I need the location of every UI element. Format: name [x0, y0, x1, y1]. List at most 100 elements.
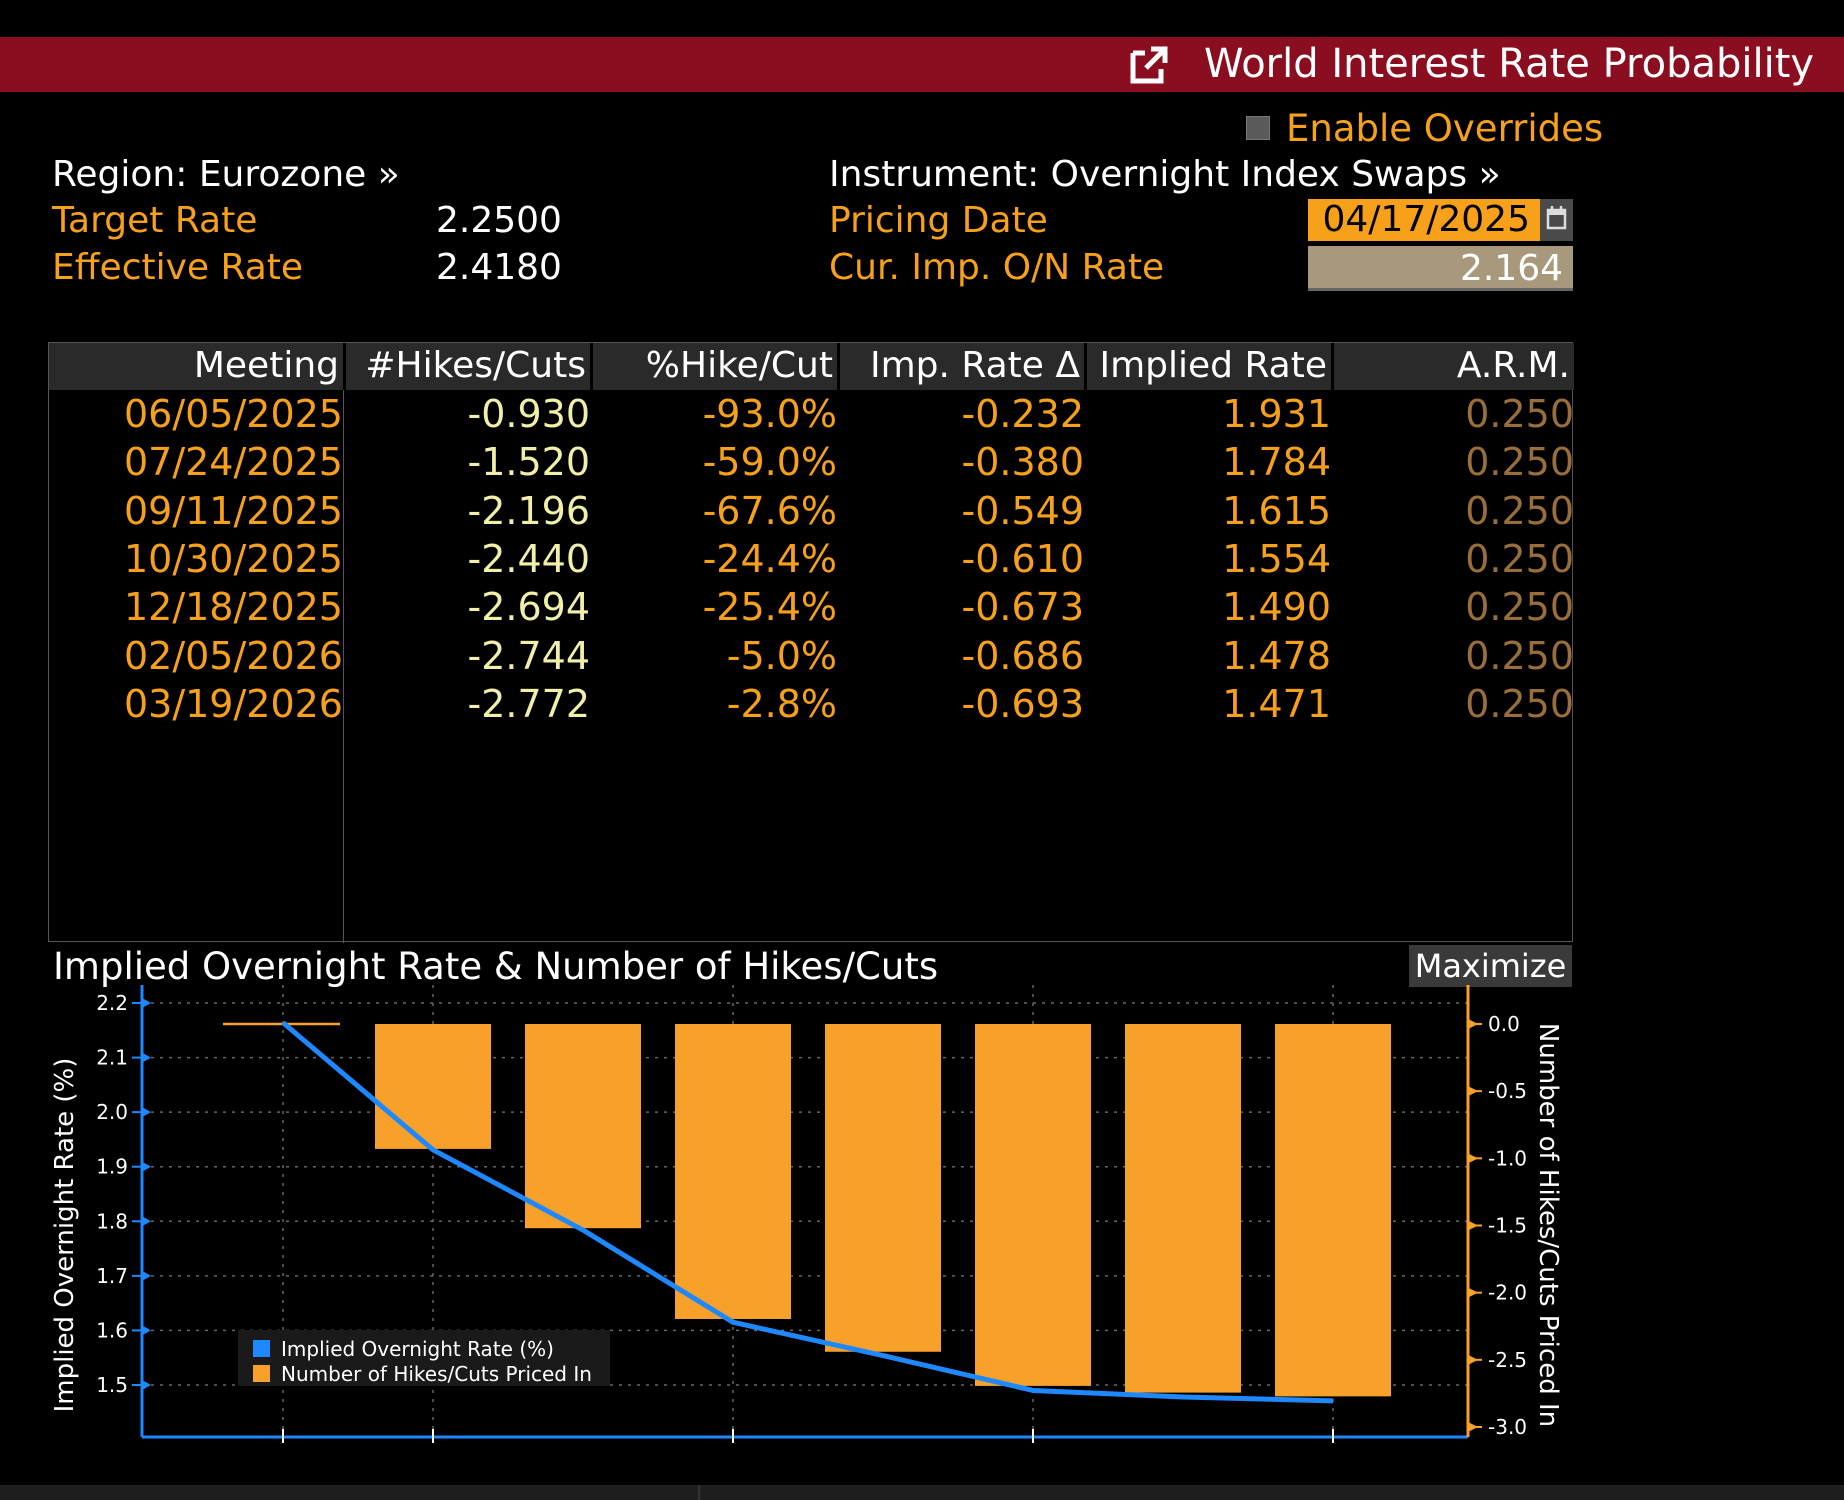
pct-hike-cut-value: -67.6% — [702, 488, 837, 533]
cur-imp-rate-value: 2.164 — [1308, 246, 1573, 291]
chart-title: Implied Overnight Rate & Number of Hikes… — [53, 945, 939, 988]
effective-rate-value: 2.4180 — [436, 247, 562, 288]
cur-imp-rate-label: Cur. Imp. O/N Rate — [829, 247, 1165, 288]
pct-hike-cut-value: -25.4% — [702, 585, 837, 630]
arm-value: 0.250 — [1465, 440, 1574, 485]
table-row[interactable]: 02/05/2026 -2.744 -5.0% -0.686 1.478 0.250 — [49, 632, 1574, 680]
window-title: World Interest Rate Probability — [1204, 41, 1815, 87]
hikes-cuts-value: -2.772 — [467, 681, 591, 726]
imp-rate-delta-value: -0.673 — [961, 585, 1085, 630]
implied-rate-value: 1.490 — [1222, 585, 1331, 630]
implied-rate-value: 1.784 — [1222, 440, 1331, 485]
implied-rate-value: 1.471 — [1222, 681, 1331, 726]
table-row[interactable]: 10/30/2025 -2.440 -24.4% -0.610 1.554 0.250 — [49, 535, 1574, 583]
hikes-cuts-value: -0.930 — [467, 392, 591, 436]
meeting-date: 07/24/2025 — [123, 440, 343, 485]
pct-hike-cut-value: -59.0% — [702, 440, 837, 485]
calendar-icon — [1546, 206, 1567, 230]
hikes-cuts-value: -2.440 — [467, 536, 591, 581]
y-tick-label: 1.8 — [96, 1209, 128, 1233]
arm-value: 0.250 — [1465, 633, 1574, 678]
y2-tick-label: -2.0 — [1488, 1281, 1527, 1305]
implied-rate-line — [281, 1020, 1334, 1404]
table-row[interactable]: 12/18/2025 -2.694 -25.4% -0.673 1.490 0.250 — [49, 583, 1574, 631]
imp-rate-delta-value: -0.693 — [961, 681, 1085, 726]
col-meeting[interactable]: Meeting — [49, 343, 343, 390]
table-row[interactable]: 06/05/2025 -0.930 -93.0% -0.232 1.931 0.250 — [49, 390, 1574, 438]
y2-tick-label: -1.0 — [1488, 1146, 1527, 1170]
y-tick-label: 1.9 — [96, 1155, 128, 1179]
arm-value: 0.250 — [1465, 488, 1574, 533]
table-row[interactable]: 09/11/2025 -2.196 -67.6% -0.549 1.615 0.250 — [49, 487, 1574, 535]
pct-hike-cut-value: -2.8% — [726, 681, 837, 726]
hikes-cuts-value: -2.196 — [467, 488, 591, 533]
overrides-checkbox[interactable] — [1246, 116, 1270, 140]
calendar-button[interactable] — [1540, 199, 1573, 241]
hikes-cuts-value: -2.694 — [467, 585, 591, 630]
arm-value: 0.250 — [1465, 392, 1574, 436]
table-row[interactable]: 07/24/2025 -1.520 -59.0% -0.380 1.784 0.250 — [49, 438, 1574, 486]
maximize-button[interactable]: Maximize — [1409, 945, 1572, 987]
y2-tick-label: -3.0 — [1488, 1415, 1527, 1439]
implied-rate-value: 1.554 — [1222, 536, 1331, 581]
left-tick — [142, 1380, 151, 1390]
overrides-label: Enable Overrides — [1286, 106, 1604, 150]
meeting-table: Meeting #Hikes/Cuts %Hike/Cut Imp. Rate … — [48, 342, 1574, 943]
y2-tick-label: -1.5 — [1488, 1214, 1527, 1238]
region-selector[interactable]: Region: Eurozone » — [52, 154, 400, 195]
bar — [675, 1024, 791, 1319]
legend-box — [238, 1330, 610, 1386]
y-axis-title: Implied Overnight Rate (%) — [50, 1058, 80, 1413]
target-rate-value: 2.2500 — [436, 200, 562, 241]
table-row[interactable]: 03/19/2026 -2.772 -2.8% -0.693 1.471 0.250 — [49, 680, 1574, 728]
y-tick-label: 1.6 — [96, 1318, 128, 1342]
external-link-icon[interactable] — [1129, 45, 1169, 85]
y-tick-label: 2.1 — [96, 1046, 128, 1070]
meeting-date: 10/30/2025 — [123, 536, 343, 581]
enable-overrides-toggle[interactable]: Enable Overrides — [1246, 106, 1604, 150]
bar — [1275, 1024, 1391, 1397]
arm-value: 0.250 — [1465, 585, 1574, 630]
meeting-date: 06/05/2025 — [123, 392, 343, 436]
bar — [525, 1024, 641, 1229]
target-rate-label: Target Rate — [52, 200, 258, 241]
arm-value: 0.250 — [1465, 536, 1574, 581]
imp-rate-delta-value: -0.232 — [961, 392, 1085, 436]
implied-rate-value: 1.478 — [1222, 633, 1331, 678]
meeting-date: 12/18/2025 — [123, 585, 343, 630]
hikes-cuts-value: -2.744 — [467, 633, 591, 678]
imp-rate-delta-value: -0.686 — [961, 633, 1085, 678]
col-hikes-cuts[interactable]: #Hikes/Cuts — [346, 343, 590, 390]
left-tick — [142, 1216, 151, 1227]
pct-hike-cut-value: -5.0% — [726, 633, 837, 678]
meeting-date: 09/11/2025 — [123, 488, 343, 533]
left-tick — [142, 1270, 151, 1281]
y-tick-label: 1.7 — [96, 1264, 128, 1288]
effective-rate-label: Effective Rate — [52, 247, 304, 288]
pricing-date-input[interactable]: 04/17/2025 — [1308, 199, 1540, 241]
bar — [375, 1024, 491, 1149]
status-divider — [698, 1485, 700, 1500]
legend-swatch-line — [253, 1340, 270, 1357]
hikes-cuts-value: -1.520 — [467, 440, 591, 485]
left-tick — [142, 1325, 151, 1336]
imp-rate-delta-value: -0.380 — [961, 440, 1085, 485]
arm-value: 0.250 — [1465, 681, 1574, 726]
meeting-date: 02/05/2026 — [123, 633, 343, 678]
bar — [1125, 1024, 1241, 1393]
meeting-date: 03/19/2026 — [123, 681, 343, 726]
table-header: Meeting #Hikes/Cuts %Hike/Cut Imp. Rate … — [49, 343, 1574, 390]
y2-tick-label: 0.0 — [1488, 1012, 1520, 1036]
legend-swatch-bar — [253, 1365, 270, 1382]
title-bar: World Interest Rate Probability — [0, 37, 1844, 92]
bar — [975, 1024, 1091, 1386]
col-imp-rate-delta[interactable]: Imp. Rate Δ — [840, 343, 1084, 390]
y2-tick-label: -2.5 — [1488, 1348, 1527, 1372]
col-pct-hike-cut[interactable]: %Hike/Cut — [593, 343, 837, 390]
bar — [825, 1024, 941, 1352]
instrument-selector[interactable]: Instrument: Overnight Index Swaps » — [829, 154, 1501, 195]
left-tick — [142, 1161, 151, 1172]
col-implied-rate[interactable]: Implied Rate — [1087, 343, 1331, 390]
pct-hike-cut-value: -24.4% — [702, 536, 837, 581]
col-arm[interactable]: A.R.M. — [1334, 343, 1574, 390]
